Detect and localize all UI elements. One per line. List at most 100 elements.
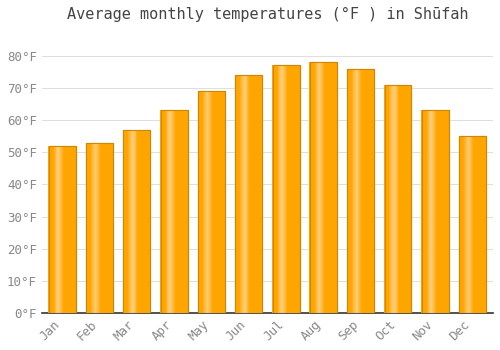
Bar (261, 75, 262, 313)
Bar (208, 91, 210, 313)
Bar (162, 111, 163, 313)
Bar (178, 111, 179, 313)
Bar (180, 111, 181, 313)
Bar (347, 69, 348, 313)
Bar (259, 75, 260, 313)
Bar (61, 146, 62, 313)
Bar (206, 91, 208, 313)
Bar (284, 65, 286, 313)
Bar (161, 111, 188, 313)
Bar (281, 65, 282, 313)
Bar (431, 111, 432, 313)
Bar (473, 136, 474, 313)
Bar (198, 91, 225, 313)
Bar (478, 136, 480, 313)
Bar (435, 111, 436, 313)
Bar (50, 146, 51, 313)
Bar (142, 130, 144, 313)
Bar (86, 143, 88, 313)
Bar (68, 146, 69, 313)
Bar (59, 146, 60, 313)
Bar (139, 130, 140, 313)
Bar (202, 91, 203, 313)
Bar (390, 85, 391, 313)
Bar (403, 85, 404, 313)
Bar (402, 85, 403, 313)
Bar (370, 69, 371, 313)
Bar (347, 69, 374, 313)
Bar (395, 85, 396, 313)
Bar (483, 136, 484, 313)
Bar (422, 111, 423, 313)
Bar (72, 146, 74, 313)
Bar (392, 85, 393, 313)
Bar (147, 130, 148, 313)
Bar (404, 85, 406, 313)
Bar (106, 143, 107, 313)
Bar (201, 91, 202, 313)
Bar (176, 111, 178, 313)
Bar (63, 146, 64, 313)
Bar (330, 62, 331, 313)
Bar (353, 69, 354, 313)
Bar (166, 111, 168, 313)
Bar (184, 111, 186, 313)
Bar (90, 143, 91, 313)
Bar (384, 85, 411, 313)
Bar (54, 146, 56, 313)
Bar (409, 85, 410, 313)
Bar (314, 62, 315, 313)
Bar (318, 62, 320, 313)
Bar (388, 85, 390, 313)
Bar (125, 130, 126, 313)
Bar (484, 136, 486, 313)
Bar (350, 69, 352, 313)
Bar (278, 65, 280, 313)
Bar (333, 62, 334, 313)
Bar (446, 111, 448, 313)
Bar (67, 146, 68, 313)
Bar (398, 85, 400, 313)
Bar (272, 65, 273, 313)
Bar (245, 75, 246, 313)
Bar (474, 136, 475, 313)
Bar (149, 130, 150, 313)
Bar (58, 146, 59, 313)
Bar (123, 130, 124, 313)
Bar (364, 69, 366, 313)
Bar (104, 143, 106, 313)
Bar (459, 136, 486, 313)
Bar (444, 111, 446, 313)
Bar (422, 111, 448, 313)
Bar (272, 65, 299, 313)
Bar (361, 69, 362, 313)
Bar (275, 65, 276, 313)
Bar (368, 69, 369, 313)
Bar (441, 111, 442, 313)
Bar (433, 111, 434, 313)
Bar (321, 62, 322, 313)
Bar (293, 65, 294, 313)
Bar (198, 91, 225, 313)
Bar (286, 65, 288, 313)
Bar (170, 111, 171, 313)
Bar (358, 69, 360, 313)
Bar (471, 136, 472, 313)
Bar (160, 111, 161, 313)
Bar (92, 143, 93, 313)
Bar (101, 143, 102, 313)
Bar (107, 143, 108, 313)
Bar (291, 65, 292, 313)
Bar (86, 143, 113, 313)
Bar (161, 111, 162, 313)
Bar (109, 143, 110, 313)
Bar (256, 75, 258, 313)
Bar (102, 143, 104, 313)
Bar (310, 62, 337, 313)
Bar (235, 75, 236, 313)
Bar (460, 136, 462, 313)
Bar (60, 146, 61, 313)
Bar (424, 111, 425, 313)
Bar (108, 143, 109, 313)
Bar (111, 143, 112, 313)
